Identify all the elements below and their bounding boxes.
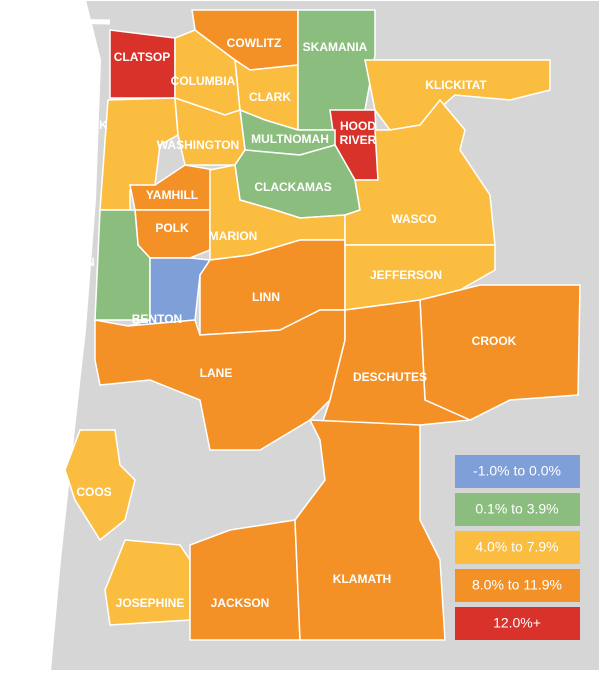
county-label: TILLAMOOK xyxy=(36,118,108,132)
legend-label: 0.1% to 3.9% xyxy=(475,501,558,517)
county-label: LANE xyxy=(200,366,233,380)
legend-swatch xyxy=(455,493,580,526)
county-label: CLATSOP xyxy=(114,50,170,64)
county-label: SKAMANIA xyxy=(303,40,368,54)
county-label: KLAMATH xyxy=(333,572,391,586)
legend-label: 8.0% to 11.9% xyxy=(472,577,562,593)
county xyxy=(344,98,496,246)
county-label: DESCHUTES xyxy=(353,370,427,384)
county-label: CLARK xyxy=(249,90,291,104)
county-label: KLICKITAT xyxy=(425,78,487,92)
legend-swatch xyxy=(455,607,580,640)
county-label: HOOD RIVER xyxy=(340,119,377,147)
legend-swatch xyxy=(455,531,580,564)
river xyxy=(0,17,111,25)
county xyxy=(127,257,212,327)
county-label: POLK xyxy=(155,221,189,235)
county xyxy=(364,59,551,131)
county-label: MARION xyxy=(209,229,258,243)
county-label: MULTNOMAH xyxy=(251,132,329,146)
legend-label: 12.0%+ xyxy=(493,615,541,631)
county xyxy=(64,429,136,542)
county-label: JACKSON xyxy=(211,596,270,610)
county-label: LINCOLN xyxy=(41,255,94,269)
county-label: COLUMBIA xyxy=(171,74,236,88)
county-label: CLACKAMAS xyxy=(254,180,331,194)
county-label: YAMHILL xyxy=(146,188,198,202)
legend-label: -1.0% to 0.0% xyxy=(473,463,561,479)
county-label: BENTON xyxy=(132,312,182,326)
county-label: LINN xyxy=(252,290,280,304)
county-label: WASHINGTON xyxy=(157,138,239,152)
county-label: COOS xyxy=(76,485,111,499)
county-label: CROOK xyxy=(472,334,517,348)
legend-label: 4.0% to 7.9% xyxy=(475,539,558,555)
county-label: JEFFERSON xyxy=(370,268,442,282)
legend-swatch xyxy=(455,455,580,488)
county-label: JOSEPHINE xyxy=(116,596,185,610)
county xyxy=(294,419,446,641)
county-label: WASCO xyxy=(391,212,436,226)
legend-swatch xyxy=(455,569,580,602)
county-label: COWLITZ xyxy=(227,36,282,50)
